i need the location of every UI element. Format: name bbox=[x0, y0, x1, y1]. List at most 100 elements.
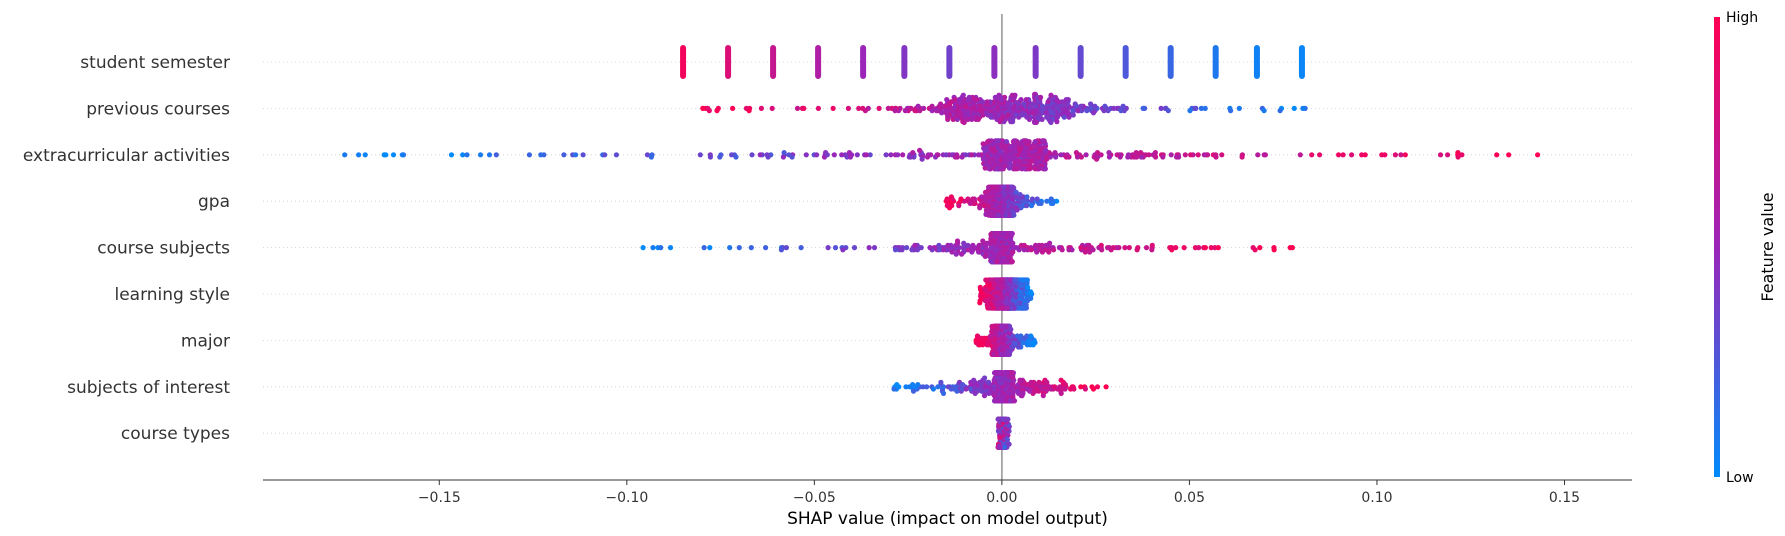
data-point bbox=[999, 305, 1005, 311]
data-point bbox=[700, 105, 706, 111]
data-point bbox=[1022, 138, 1028, 144]
data-point bbox=[1058, 390, 1064, 396]
data-point bbox=[956, 203, 962, 209]
data-point bbox=[965, 116, 971, 122]
data-point bbox=[1015, 101, 1021, 107]
data-point bbox=[940, 390, 947, 396]
data-point bbox=[1078, 154, 1084, 160]
data-point bbox=[938, 379, 944, 385]
data-point bbox=[1048, 196, 1054, 202]
data-point bbox=[1027, 166, 1033, 172]
data-point bbox=[995, 398, 1002, 404]
data-point bbox=[1066, 247, 1072, 253]
data-point bbox=[1033, 119, 1039, 125]
data-point bbox=[954, 154, 960, 160]
data-point bbox=[1459, 152, 1465, 158]
data-point bbox=[526, 152, 533, 158]
data-point bbox=[1017, 141, 1023, 147]
data-point bbox=[1088, 101, 1094, 107]
data-point bbox=[1051, 247, 1057, 253]
data-point bbox=[918, 245, 924, 251]
data-point bbox=[758, 105, 765, 111]
feature-label: student semester bbox=[80, 53, 230, 73]
data-point bbox=[1202, 105, 1208, 111]
data-point bbox=[1003, 398, 1010, 404]
data-point bbox=[1066, 114, 1072, 120]
data-point bbox=[1078, 245, 1084, 251]
data-point bbox=[1025, 298, 1031, 304]
data-point bbox=[1003, 212, 1009, 218]
data-point bbox=[830, 105, 836, 111]
data-point bbox=[1055, 386, 1061, 392]
data-point bbox=[786, 152, 792, 158]
data-point bbox=[984, 342, 990, 348]
data-point bbox=[1078, 384, 1084, 390]
data-point bbox=[803, 152, 809, 158]
data-point bbox=[980, 238, 986, 244]
data-point bbox=[650, 245, 656, 251]
feature-label: previous courses bbox=[86, 99, 230, 119]
data-point bbox=[1168, 152, 1174, 158]
data-point bbox=[967, 386, 974, 392]
data-point bbox=[975, 116, 981, 122]
data-point bbox=[967, 200, 973, 206]
colorbar-high-label: High bbox=[1726, 10, 1758, 26]
data-point bbox=[1094, 150, 1101, 156]
data-point bbox=[960, 382, 966, 388]
data-point bbox=[988, 231, 994, 237]
data-point bbox=[815, 105, 822, 111]
data-point bbox=[1043, 147, 1049, 153]
data-point bbox=[342, 152, 348, 158]
data-point bbox=[1140, 105, 1146, 111]
data-point bbox=[999, 398, 1005, 404]
data-point bbox=[1122, 245, 1128, 251]
data-point bbox=[961, 240, 967, 246]
data-point bbox=[1213, 154, 1219, 160]
data-point bbox=[929, 108, 935, 114]
data-point bbox=[894, 382, 900, 388]
data-point bbox=[1146, 152, 1152, 158]
data-point bbox=[1143, 245, 1150, 251]
data-point bbox=[1359, 152, 1365, 158]
data-point bbox=[982, 165, 988, 171]
data-point bbox=[1039, 116, 1045, 122]
data-point bbox=[892, 108, 898, 114]
data-point bbox=[933, 108, 940, 114]
data-point bbox=[909, 247, 915, 253]
data-point bbox=[995, 231, 1001, 237]
data-point bbox=[994, 305, 1000, 311]
data-point bbox=[1153, 154, 1159, 160]
data-point bbox=[1028, 203, 1035, 209]
data-point bbox=[707, 245, 713, 251]
data-point bbox=[939, 110, 945, 116]
data-point bbox=[1114, 152, 1120, 158]
data-point bbox=[1309, 152, 1315, 158]
data-point bbox=[1261, 108, 1267, 114]
data-point bbox=[948, 99, 954, 105]
data-point bbox=[1020, 340, 1027, 346]
x-tick-label: 0.00 bbox=[986, 490, 1017, 506]
data-point bbox=[1044, 379, 1050, 385]
data-point bbox=[1027, 388, 1033, 394]
data-point bbox=[1349, 152, 1355, 158]
data-point bbox=[1014, 207, 1020, 213]
data-point bbox=[644, 152, 651, 158]
data-point bbox=[1025, 284, 1031, 290]
data-point bbox=[538, 152, 544, 158]
data-point bbox=[1297, 152, 1303, 158]
data-point bbox=[956, 97, 962, 103]
data-point bbox=[944, 97, 950, 103]
data-point bbox=[1208, 245, 1214, 251]
x-tick-label: −0.05 bbox=[793, 490, 836, 506]
data-point bbox=[1062, 386, 1068, 392]
colorbar: High Low Feature value bbox=[1714, 10, 1777, 486]
data-point bbox=[961, 119, 967, 125]
data-point bbox=[748, 245, 754, 251]
data-point bbox=[1033, 242, 1039, 248]
data-point bbox=[980, 99, 986, 105]
data-point bbox=[1013, 112, 1019, 118]
data-point bbox=[648, 154, 655, 160]
data-point bbox=[904, 245, 910, 251]
data-point bbox=[999, 323, 1005, 329]
